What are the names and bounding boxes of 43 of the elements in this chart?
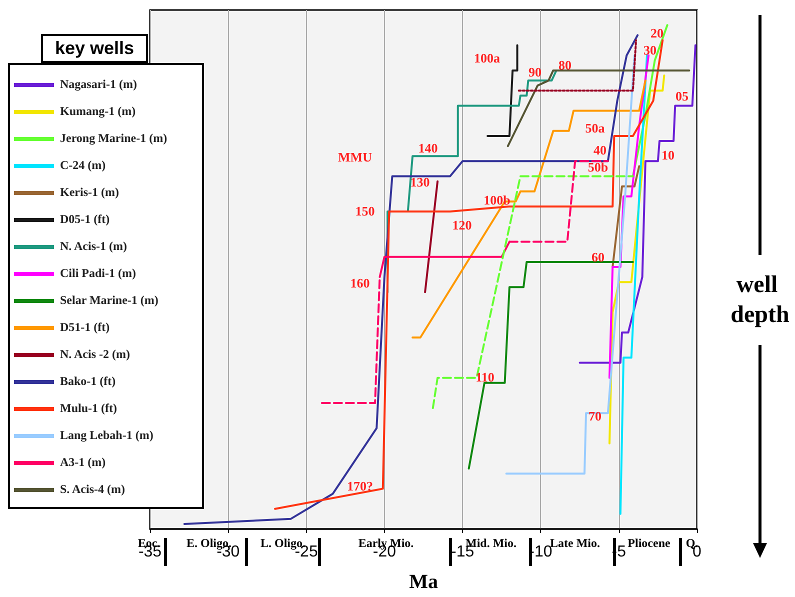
x-tick-label: -10 (529, 544, 552, 560)
legend-title: key wells (41, 34, 148, 63)
annotation: 110 (476, 370, 494, 384)
legend-label: Kumang-1 (m) (60, 104, 136, 119)
legend-label: Lang Lebah-1 (m) (60, 428, 154, 443)
legend-label: N. Acis-1 (m) (60, 239, 127, 254)
annotation: MMU (338, 150, 373, 164)
legend-label: Keris-1 (m) (60, 185, 119, 200)
annotation: 140 (418, 140, 438, 156)
legend-label: A3-1 (m) (60, 455, 106, 470)
annotation: 100b (484, 192, 510, 208)
legend-label: Jerong Marine-1 (m) (60, 131, 168, 146)
legend-label: D05-1 (ft) (60, 212, 110, 227)
text: Pliocene (628, 536, 671, 550)
annotation: 120 (452, 218, 472, 232)
annotation: 80 (558, 58, 572, 72)
annotation: 100a (474, 50, 500, 66)
annotation: 05 (676, 88, 689, 104)
annotation: 60 (592, 250, 604, 264)
annotation: 150 (355, 204, 375, 218)
legend-label: Cili Padi-1 (m) (60, 266, 136, 281)
annotation: 90 (528, 64, 542, 80)
annotation: 10 (662, 148, 674, 162)
legend-label: Selar Marine-1 (m) (60, 293, 158, 308)
legend-label: Bako-1 (ft) (60, 374, 116, 389)
annotation: 170? (347, 478, 373, 494)
text: Late Mio. (550, 536, 600, 550)
legend-label: S. Acis-4 (m) (60, 482, 125, 497)
legend-label: Nagasari-1 (m) (60, 77, 137, 92)
annotation: 70 (588, 408, 602, 424)
y-axis-title: well depth (730, 272, 790, 328)
legend-label: N. Acis -2 (m) (60, 347, 130, 362)
annotation: 160 (350, 276, 370, 290)
annotation: 30 (644, 42, 656, 58)
annotation: 130 (410, 174, 430, 190)
annotation: 50a (585, 120, 606, 136)
annotation: 50b (588, 160, 608, 174)
legend-label: C-24 (m) (60, 158, 106, 173)
annotation: 40 (594, 142, 606, 158)
legend-label: D51-1 (ft) (60, 320, 110, 335)
x-axis-title: Ma (409, 571, 438, 593)
legend-label: Mulu-1 (ft) (60, 401, 117, 416)
annotation: 20 (650, 26, 664, 40)
